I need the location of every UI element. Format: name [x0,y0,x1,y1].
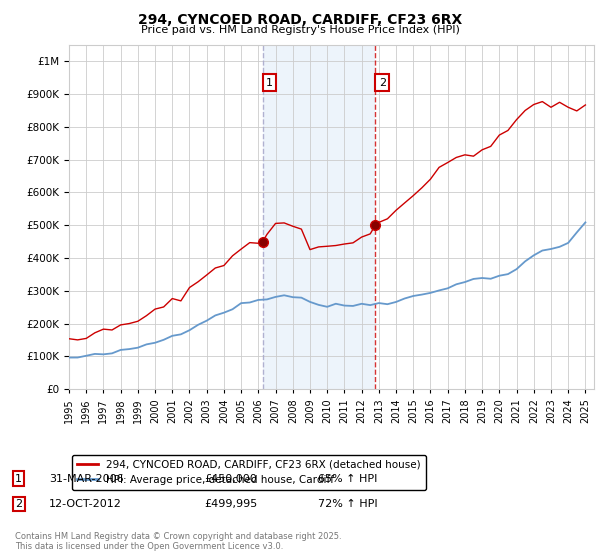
Bar [263,45,375,389]
Text: 2: 2 [379,77,386,87]
Text: Contains HM Land Registry data © Crown copyright and database right 2025.
This d: Contains HM Land Registry data © Crown c… [15,532,341,552]
Text: 1: 1 [15,474,22,484]
Text: 31-MAR-2006: 31-MAR-2006 [49,474,124,484]
Text: Price paid vs. HM Land Registry's House Price Index (HPI): Price paid vs. HM Land Registry's House … [140,25,460,35]
Text: 2: 2 [15,499,22,509]
Text: 1: 1 [266,77,273,87]
Text: 72% ↑ HPI: 72% ↑ HPI [318,499,377,509]
Text: £499,995: £499,995 [204,499,257,509]
Text: 65% ↑ HPI: 65% ↑ HPI [318,474,377,484]
Text: £450,000: £450,000 [204,474,257,484]
Text: 294, CYNCOED ROAD, CARDIFF, CF23 6RX: 294, CYNCOED ROAD, CARDIFF, CF23 6RX [138,13,462,27]
Text: 12-OCT-2012: 12-OCT-2012 [49,499,122,509]
Legend: 294, CYNCOED ROAD, CARDIFF, CF23 6RX (detached house), HPI: Average price, detac: 294, CYNCOED ROAD, CARDIFF, CF23 6RX (de… [71,455,426,491]
